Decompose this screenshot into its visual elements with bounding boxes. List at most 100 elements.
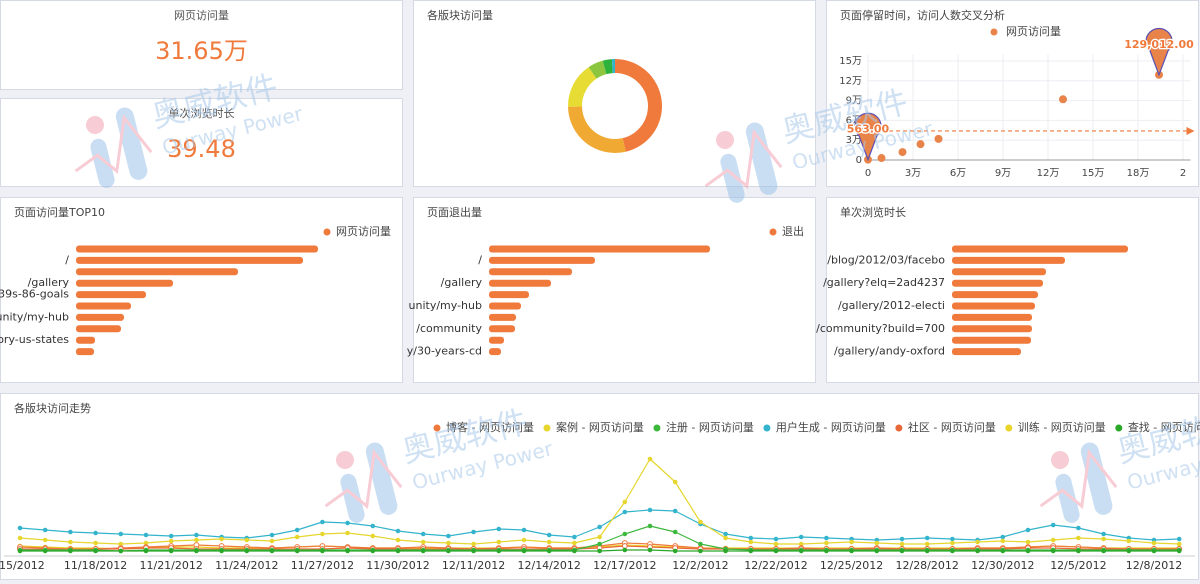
line-point [1025, 539, 1031, 545]
chart-title: 各版块访问走势 [14, 401, 91, 415]
bar [489, 245, 710, 253]
line-point [345, 548, 350, 554]
x-tick-label: 6万 [950, 168, 966, 179]
x-tick-label: 12/8/2012 [1126, 559, 1182, 572]
bar [952, 348, 1021, 356]
line-point [345, 520, 350, 526]
line-point [446, 548, 451, 554]
line-point [672, 479, 678, 485]
line-point [647, 456, 653, 462]
donut-segment [568, 67, 597, 107]
bar [489, 291, 529, 299]
bar [489, 348, 501, 356]
bar [76, 348, 94, 356]
panel [413, 0, 816, 187]
legend-marker [895, 424, 903, 432]
line-point [496, 548, 502, 554]
line-point [269, 538, 275, 544]
line-point [950, 536, 955, 542]
line-point [849, 539, 854, 545]
line-point [698, 519, 703, 525]
bar [952, 336, 1031, 344]
line-point [773, 548, 779, 554]
bar [76, 245, 318, 253]
line-point [496, 526, 502, 532]
chart-title: 页面退出量 [427, 205, 482, 219]
legend-marker [543, 424, 551, 432]
line-point [849, 548, 854, 554]
y-tick-label: /gallery [28, 276, 70, 289]
line-point [546, 539, 552, 545]
y-tick-label: ory-us-states [0, 333, 69, 346]
legend-label: 退出 [782, 224, 804, 238]
scatter-point [877, 154, 886, 163]
line-point [572, 534, 577, 540]
line-point [1076, 535, 1081, 541]
line-point [244, 548, 250, 554]
legend-label: 网页访问量 [1006, 25, 1061, 38]
line-point [1050, 522, 1056, 528]
x-tick-label: 12/30/2012 [971, 559, 1034, 572]
x-tick-label: 12/25/2012 [820, 559, 883, 572]
y-tick-label: unity/my-hub [0, 310, 69, 323]
line-point [798, 534, 804, 540]
bar [952, 279, 1043, 287]
x-tick-label: 12/17/2012 [593, 559, 656, 572]
line-point [572, 540, 577, 546]
y-tick-label: / [478, 253, 482, 266]
x-tick-label: 11/21/2012 [139, 559, 202, 572]
legend-marker [990, 28, 998, 36]
legend-label: 社区 - 网页访问量 [908, 420, 996, 434]
line-point [395, 537, 401, 543]
x-tick-label: 15万 [1082, 168, 1105, 179]
legend-marker [323, 228, 331, 236]
pin [1145, 27, 1173, 77]
line-point [622, 547, 628, 553]
x-tick-label: 18万 [1127, 168, 1150, 179]
line-point [1151, 540, 1157, 546]
x-tick-label: /15/2012 [0, 559, 45, 572]
donut-segment [615, 59, 662, 152]
y-tick-label: 12万 [839, 76, 862, 87]
line-point [597, 524, 602, 530]
line-point [42, 527, 48, 533]
line-point [1151, 548, 1157, 554]
line-point [118, 531, 124, 537]
y-tick-label: 6万 [846, 115, 862, 126]
line-point [1000, 538, 1006, 544]
bar [76, 325, 121, 333]
line-point [723, 531, 728, 537]
bar [952, 291, 1038, 299]
line-point [1025, 548, 1031, 554]
line-point [924, 535, 930, 541]
line-point [975, 539, 980, 545]
line-point [621, 543, 628, 549]
bar [952, 245, 1128, 253]
line-point [345, 530, 350, 536]
line-point [471, 548, 476, 554]
line-point [647, 507, 653, 513]
line-point [1176, 536, 1182, 542]
line-point [471, 541, 476, 547]
line-point [622, 499, 628, 505]
line-point [370, 533, 376, 539]
line-point [294, 527, 300, 533]
panel [0, 98, 403, 187]
line-point [798, 548, 804, 554]
y-tick-label: /blog/2012/03/facebo [827, 253, 945, 266]
line-point [93, 548, 98, 554]
x-tick-label: 12/14/2012 [517, 559, 580, 572]
donut-segment [568, 106, 626, 153]
legend-marker [763, 424, 771, 432]
chart-title: 各版块访问量 [427, 8, 493, 22]
line-point [647, 547, 653, 553]
y-tick-label: 0 [856, 155, 862, 166]
line-point [168, 548, 174, 554]
line-point [773, 541, 779, 547]
x-tick-label: 9万 [995, 168, 1011, 179]
line-point [1050, 548, 1056, 554]
line-point [698, 548, 703, 554]
line-point [446, 540, 451, 546]
line-point [68, 529, 73, 535]
line-point [950, 548, 955, 554]
